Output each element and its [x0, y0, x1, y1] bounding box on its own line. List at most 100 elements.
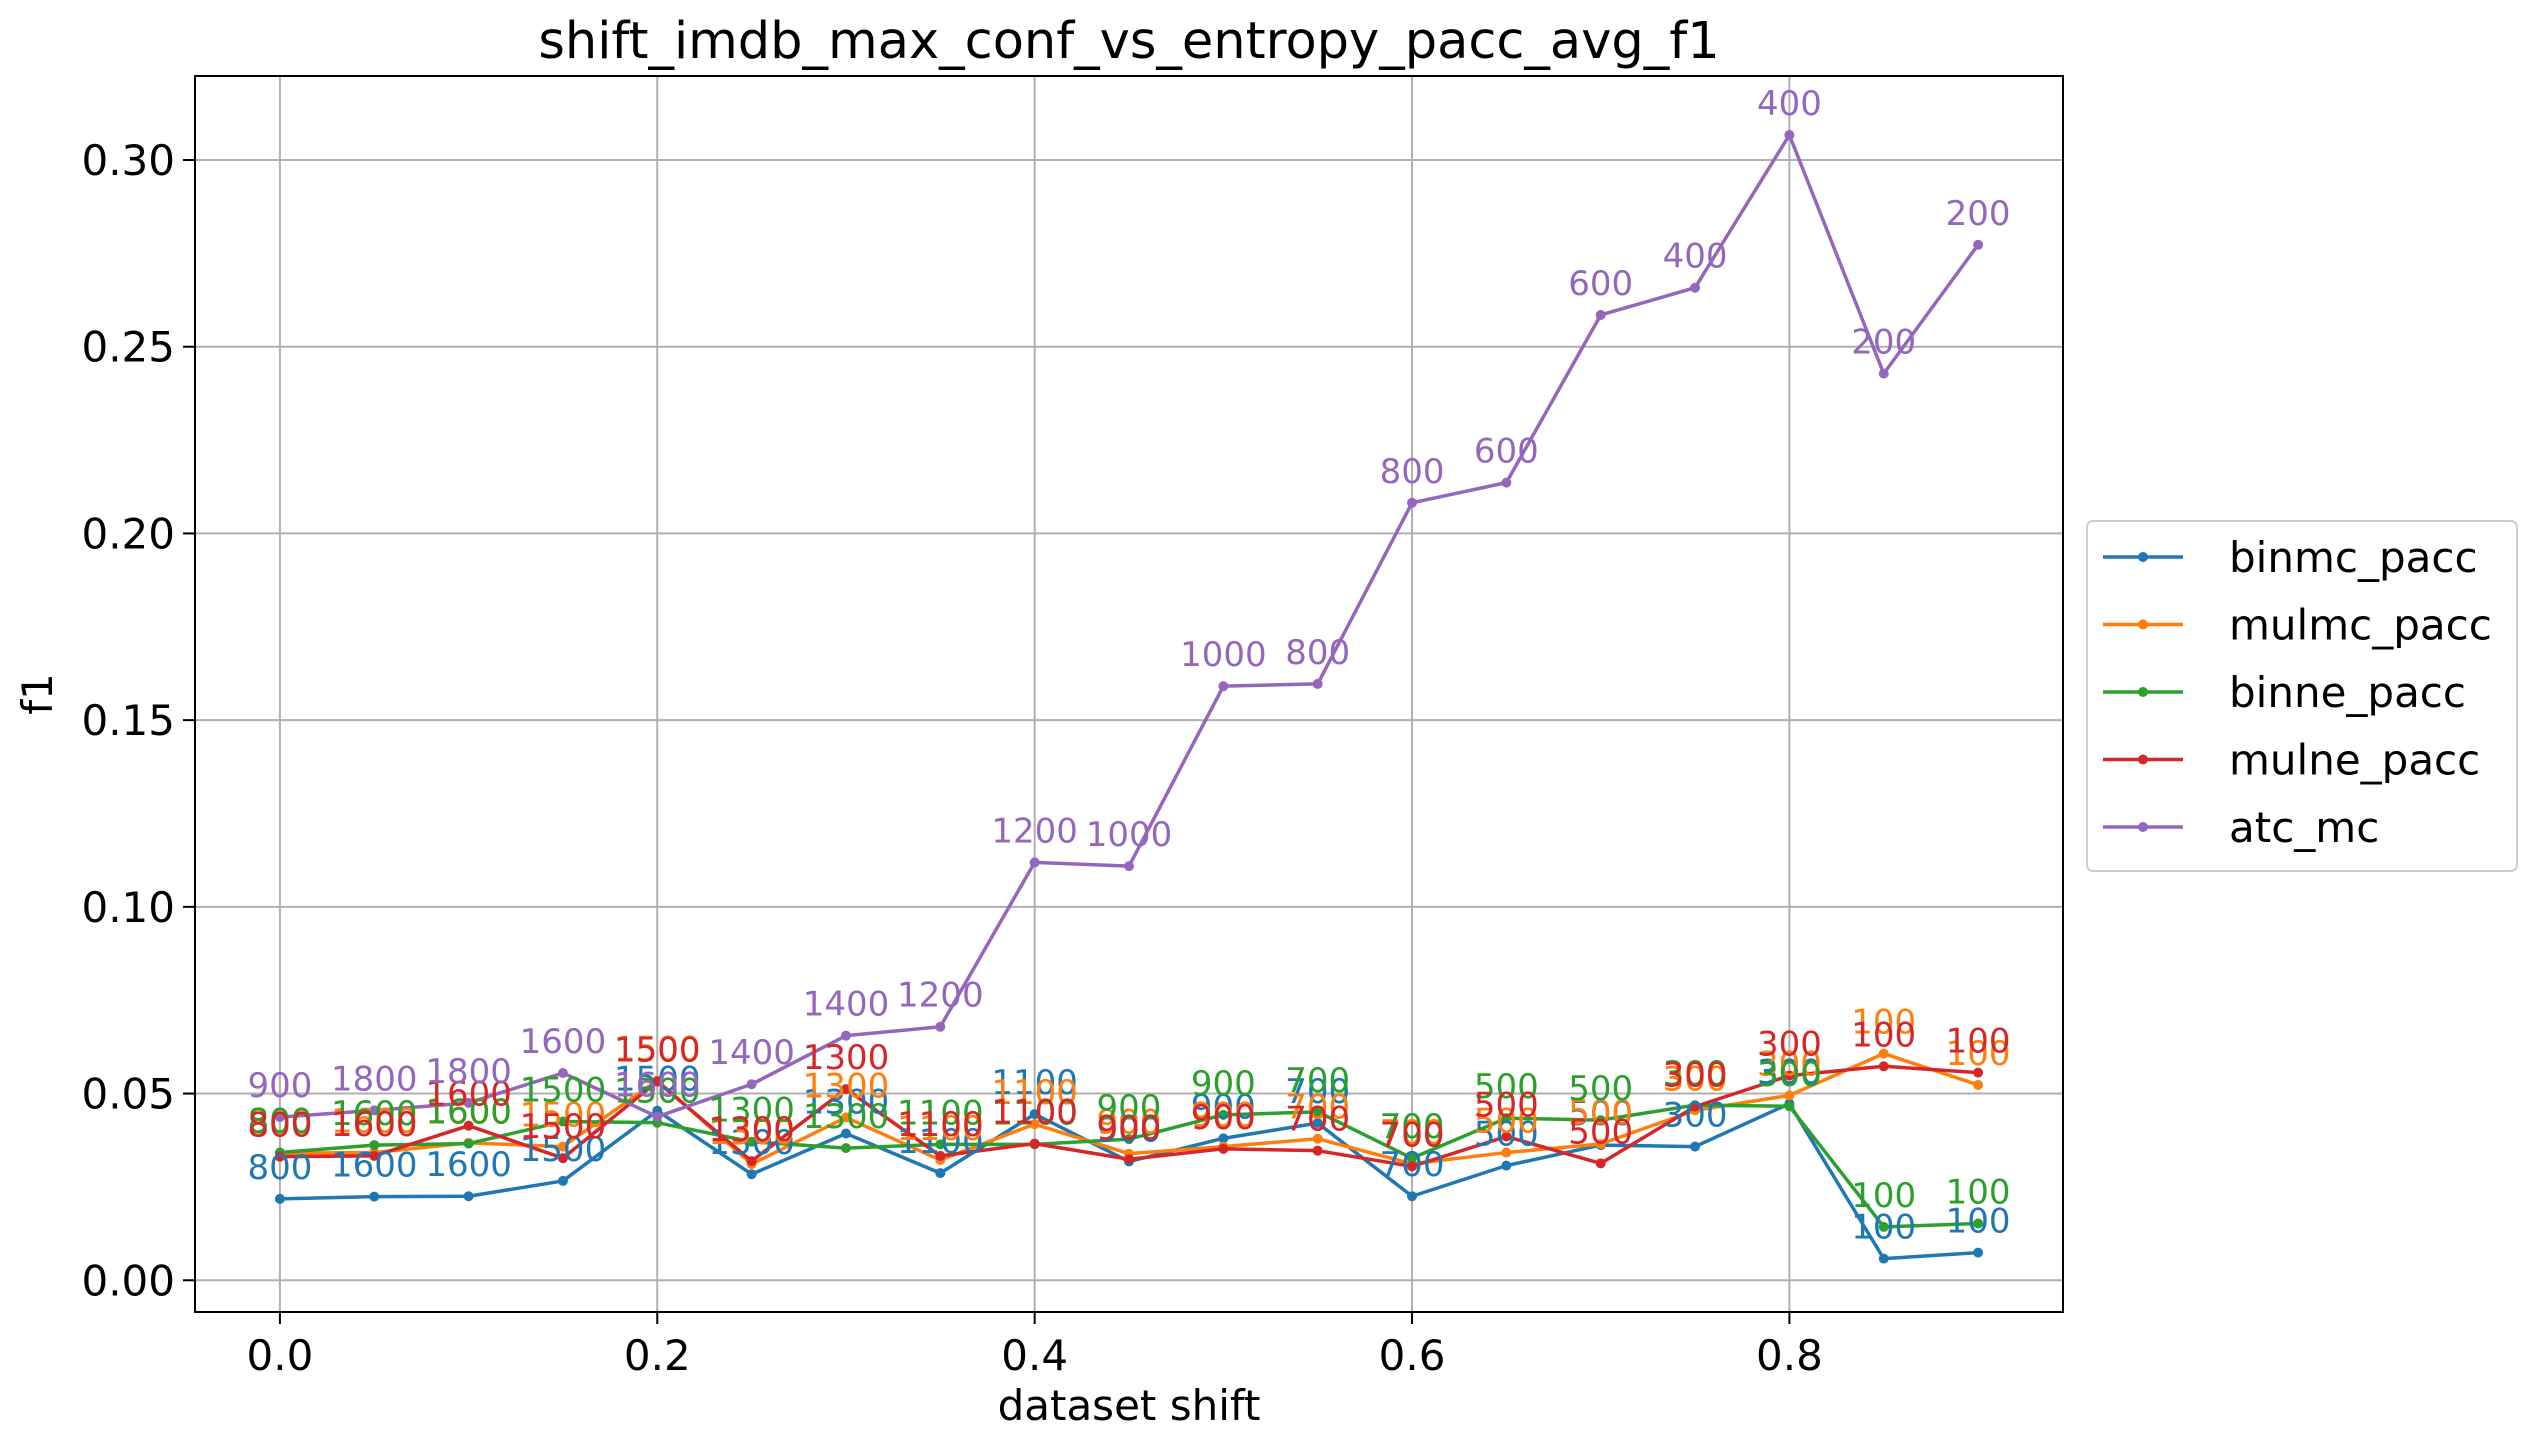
data-label: 1100	[991, 1063, 1078, 1103]
data-point	[1124, 1154, 1134, 1165]
data-label: 900	[1097, 1108, 1162, 1148]
data-point	[840, 1030, 851, 1041]
data-label: 1500	[614, 1060, 701, 1100]
data-label: 700	[1380, 1145, 1445, 1185]
data-label: 1500	[614, 1031, 701, 1071]
data-label: 1600	[425, 1075, 512, 1115]
data-label: 700	[1380, 1115, 1445, 1155]
data-label: 500	[1568, 1069, 1633, 1109]
data-label: 600	[1568, 264, 1633, 304]
data-label: 900	[247, 1066, 312, 1106]
data-point	[274, 1112, 285, 1123]
data-point	[1029, 1109, 1040, 1120]
legend-label: mulmc_pacc	[2229, 601, 2492, 650]
series-mulne_pacc	[274, 1061, 1984, 1172]
data-point	[557, 1153, 568, 1164]
data-point	[1878, 1253, 1889, 1264]
data-point	[652, 1076, 663, 1087]
data-point	[274, 1151, 285, 1162]
y-tick-label: 0.30	[81, 136, 175, 185]
data-point	[1878, 368, 1889, 379]
data-point	[746, 1136, 757, 1147]
data-point	[1218, 1133, 1229, 1144]
data-point	[1501, 1160, 1512, 1171]
data-label: 1100	[897, 1109, 984, 1149]
y-tick-label: 0.15	[81, 696, 175, 745]
data-point	[1973, 1079, 1984, 1090]
data-label: 700	[1285, 1088, 1350, 1128]
data-point	[1312, 1118, 1323, 1129]
data-label: 300	[1757, 1044, 1822, 1084]
data-point	[935, 1139, 946, 1150]
data-point	[1029, 1119, 1040, 1130]
data-label: 700	[1380, 1113, 1445, 1153]
data-point	[1029, 857, 1040, 868]
data-point	[1973, 1247, 1984, 1258]
data-point	[1124, 861, 1134, 872]
data-label: 1300	[803, 1083, 890, 1123]
data-label: 300	[1663, 1054, 1728, 1094]
data-label: 1500	[520, 1130, 607, 1170]
series-atc_mc	[274, 129, 1984, 1123]
plot-frame	[194, 75, 2064, 1313]
data-label: 500	[1474, 1085, 1539, 1125]
data-point	[1501, 1147, 1512, 1158]
data-point	[935, 1150, 946, 1161]
data-label: 800	[247, 1102, 312, 1142]
data-label: 500	[1474, 1115, 1539, 1155]
data-label: 400	[1663, 237, 1728, 277]
data-point	[557, 1141, 568, 1152]
data-point	[274, 1193, 285, 1204]
data-point	[1312, 1145, 1323, 1156]
data-label: 1600	[331, 1094, 418, 1134]
data-label: 100	[1851, 1015, 1916, 1055]
data-label: 500	[1474, 1102, 1539, 1142]
data-label: 1000	[1180, 635, 1267, 675]
data-label: 1100	[897, 1105, 984, 1145]
x-tick-label: 0.8	[1756, 1331, 1823, 1380]
data-point	[463, 1097, 474, 1108]
data-label: 900	[1191, 1064, 1256, 1104]
y-tick-label: 0.00	[81, 1256, 175, 1305]
data-label: 1300	[708, 1110, 795, 1150]
data-point	[463, 1138, 474, 1149]
data-label: 900	[1097, 1111, 1162, 1151]
data-point	[369, 1150, 380, 1161]
data-label: 200	[1946, 194, 2011, 234]
data-labels: 800 1600 1600 15001500130013001100110090090…	[247, 84, 2010, 1248]
data-point	[1501, 1131, 1512, 1142]
legend-marker	[2138, 687, 2148, 697]
data-label: 300	[1663, 1096, 1728, 1136]
data-point	[1784, 1101, 1795, 1112]
data-point	[652, 1111, 663, 1122]
data-label: 800	[1285, 633, 1350, 673]
x-axis-label: dataset shift	[998, 1381, 1261, 1430]
data-label: 700	[1285, 1072, 1350, 1112]
data-point	[1312, 1106, 1323, 1117]
data-point	[840, 1112, 851, 1123]
data-label: 1100	[897, 1093, 984, 1133]
data-label: 100	[1851, 1003, 1916, 1043]
data-label: 300	[1663, 1059, 1728, 1099]
legend-marker	[2138, 552, 2148, 562]
legend-box	[2086, 520, 2518, 872]
data-point	[557, 1116, 568, 1127]
data-point	[557, 1175, 568, 1186]
data-point	[840, 1143, 851, 1154]
data-label: 500	[1568, 1112, 1633, 1152]
y-tick-label: 0.10	[81, 883, 175, 932]
data-label: 700	[1285, 1100, 1350, 1140]
data-label: 100	[1851, 1208, 1916, 1248]
legend-marker	[2138, 822, 2148, 832]
data-point	[369, 1140, 380, 1151]
legend-label: mulne_pacc	[2229, 736, 2480, 785]
legend-item-binne_pacc: binne_pacc	[2103, 668, 2466, 717]
data-point	[1690, 282, 1701, 293]
data-label: 500	[1474, 1067, 1539, 1107]
legend-item-mulne_pacc: mulne_pacc	[2103, 736, 2480, 785]
x-tick-label: 0.4	[1001, 1331, 1068, 1380]
data-label: 1300	[708, 1113, 795, 1153]
data-label: 1100	[991, 1093, 1078, 1133]
legend-item-mulmc_pacc: mulmc_pacc	[2103, 601, 2492, 650]
data-label: 100	[1946, 1173, 2011, 1213]
